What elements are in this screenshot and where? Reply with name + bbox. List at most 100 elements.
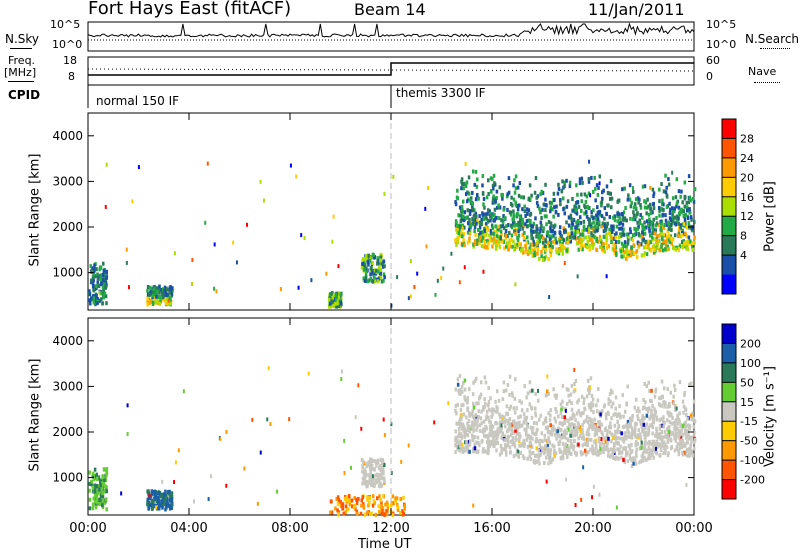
echo-cell	[339, 296, 343, 301]
echo-cell	[618, 226, 621, 231]
echo-cell	[640, 440, 643, 445]
echo-cell	[692, 199, 696, 204]
echo-cell	[506, 192, 509, 197]
echo-cell	[454, 429, 457, 434]
echo-cell	[645, 211, 648, 216]
echo-cell	[463, 243, 466, 248]
echo-cell	[468, 208, 472, 213]
echo-cell	[645, 458, 648, 463]
echo-cell	[623, 435, 627, 440]
echo-cell	[652, 455, 655, 460]
echo-cell	[587, 432, 591, 437]
echo-cell	[684, 420, 687, 425]
echo-cell	[460, 403, 463, 408]
echo-cell	[661, 198, 664, 203]
echo-cell	[457, 388, 460, 393]
echo-cell	[543, 244, 547, 249]
echo-cell	[380, 473, 383, 478]
echo-cell	[350, 504, 354, 509]
echo-cell	[589, 193, 592, 198]
echo-cell	[590, 175, 593, 180]
echo-cell	[568, 422, 571, 427]
echo-cell	[654, 228, 658, 233]
echo-cell	[394, 499, 397, 504]
echo-cell	[534, 432, 538, 437]
colorbar-swatch	[722, 216, 736, 237]
echo-cell	[582, 465, 585, 470]
echo-cell	[623, 460, 627, 465]
echo-cell	[487, 447, 490, 452]
echo-cell	[657, 435, 660, 440]
echo-cell	[531, 236, 535, 241]
echo-cell	[466, 395, 469, 400]
echo-cell	[651, 403, 654, 408]
echo-cell	[596, 449, 600, 454]
echo-cell	[494, 246, 498, 251]
echo-cell	[504, 450, 508, 455]
echo-cell	[460, 179, 463, 184]
echo-cell	[364, 472, 368, 477]
echo-cell	[160, 287, 163, 292]
echo-cell	[295, 174, 298, 179]
echo-cell	[600, 200, 604, 205]
echo-cell	[490, 433, 494, 438]
echo-cell	[569, 431, 572, 436]
echo-cell	[649, 185, 652, 190]
echo-cell	[640, 454, 644, 459]
echo-cell	[462, 240, 466, 245]
echo-cell	[689, 435, 692, 440]
echo-cell	[361, 469, 364, 474]
colorbar-swatch	[722, 440, 736, 461]
echo-cell	[605, 241, 608, 246]
echo-cell	[610, 205, 613, 210]
echo-cell	[377, 269, 381, 274]
echo-cell	[605, 416, 608, 421]
echo-cell	[156, 491, 160, 496]
echo-cell	[585, 245, 589, 250]
echo-cell	[580, 176, 584, 181]
echo-cell	[492, 199, 495, 204]
echo-cell	[496, 409, 499, 414]
echo-cell	[104, 468, 108, 473]
echo-cell	[538, 206, 541, 211]
echo-cell	[605, 274, 608, 279]
colorbar-swatch	[722, 324, 736, 344]
echo-cell	[487, 415, 490, 420]
echo-cell	[376, 496, 379, 501]
echo-cell	[676, 442, 679, 447]
echo-cell	[91, 274, 95, 279]
echo-cell	[460, 205, 464, 210]
echo-cell	[204, 220, 207, 225]
echo-cell	[572, 235, 575, 240]
echo-cell	[666, 387, 670, 392]
echo-cell	[588, 206, 591, 211]
echo-cell	[541, 439, 544, 444]
echo-cell	[338, 291, 341, 296]
echo-cell	[615, 455, 618, 460]
echo-cell	[609, 388, 613, 393]
echo-cell	[549, 205, 552, 210]
echo-cell	[499, 229, 503, 234]
colorbar-tick-label: 8	[740, 230, 747, 243]
echo-cell	[471, 438, 475, 443]
echo-cell	[620, 226, 623, 231]
echo-cell	[502, 380, 506, 385]
echo-cell	[146, 500, 149, 505]
echo-cell	[153, 493, 157, 498]
echo-cell	[675, 406, 678, 411]
echo-cell	[643, 220, 646, 225]
echo-cell	[165, 501, 168, 506]
echo-cell	[93, 467, 97, 472]
echo-cell	[632, 189, 635, 194]
echo-cell	[473, 225, 477, 230]
echo-cell	[548, 456, 551, 461]
echo-cell	[580, 394, 584, 399]
echo-cell	[150, 499, 154, 504]
echo-cell	[485, 195, 489, 200]
echo-cell	[678, 380, 682, 385]
echo-cell	[559, 456, 563, 461]
echo-cell	[592, 208, 595, 213]
echo-cell	[587, 427, 590, 432]
echo-cell	[614, 435, 617, 440]
echo-cell	[477, 196, 480, 201]
